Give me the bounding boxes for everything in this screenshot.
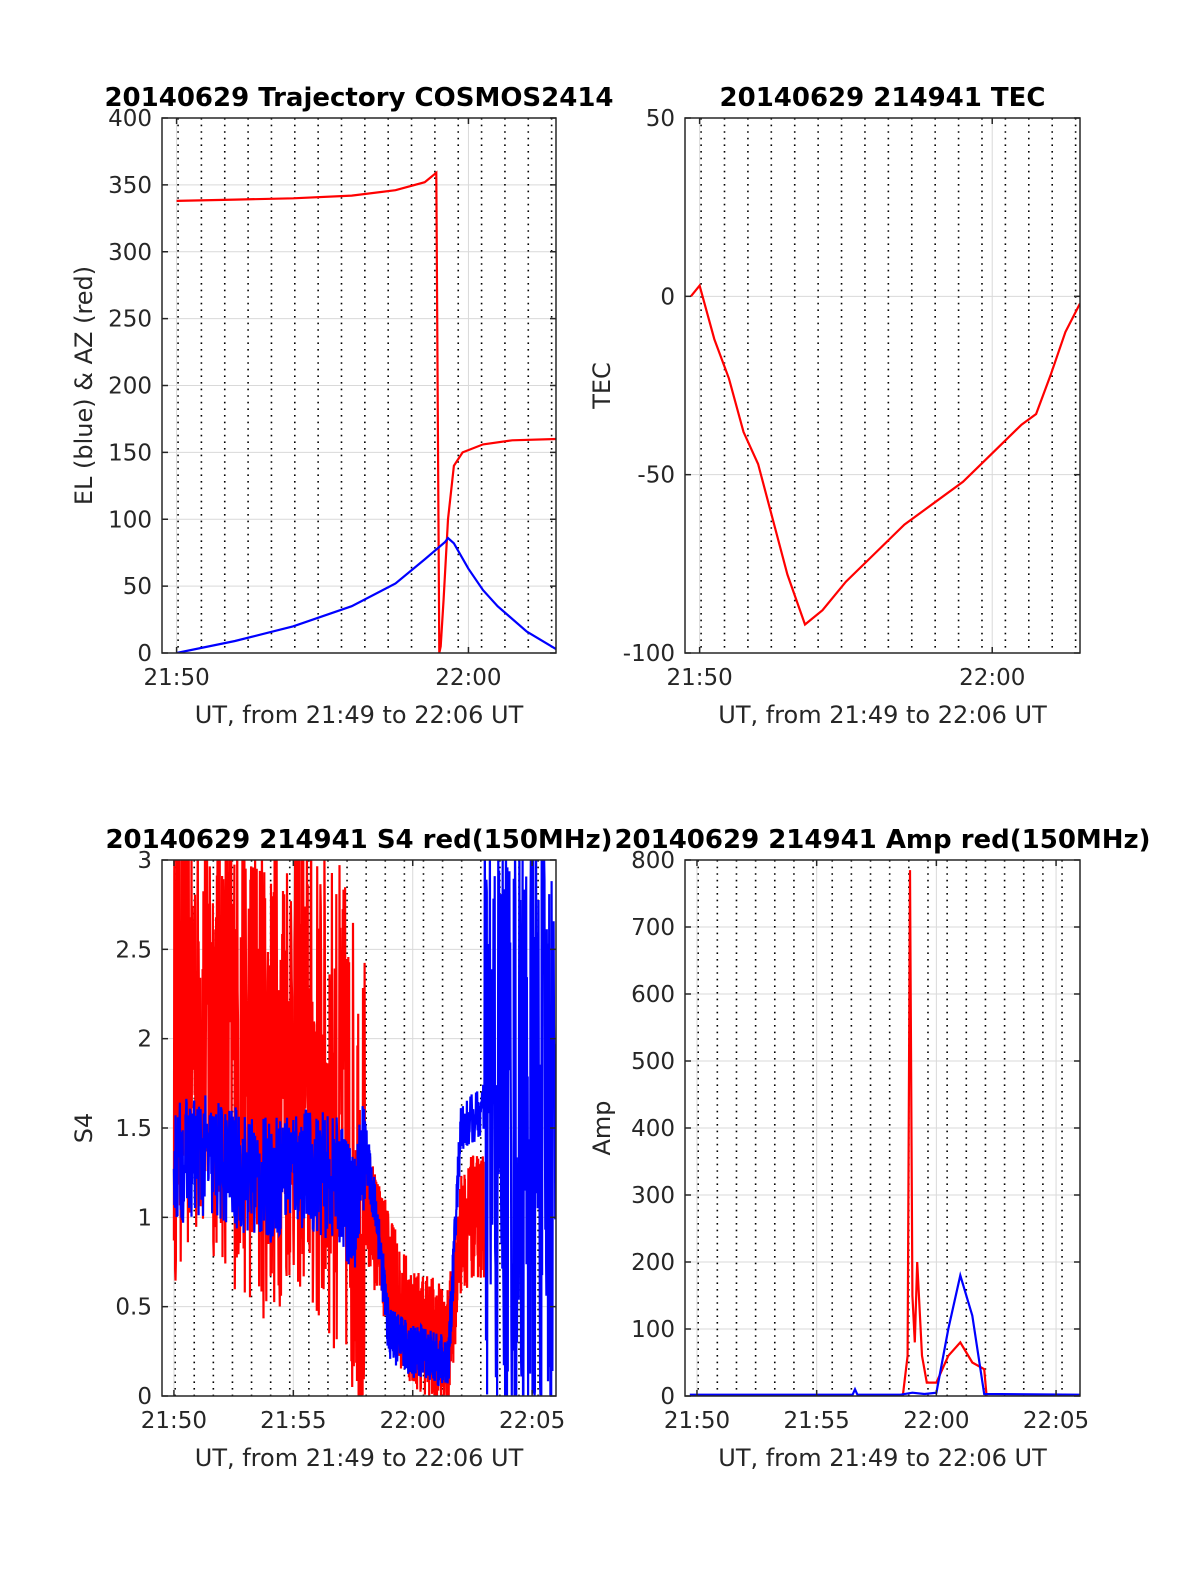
y-tick-label: 0 bbox=[137, 1384, 152, 1410]
x-tick-label: 21:50 bbox=[143, 665, 209, 691]
y-tick-label: 700 bbox=[631, 915, 675, 941]
y-tick-label: 800 bbox=[631, 848, 675, 874]
chart-title: 20140629 Trajectory COSMOS2414 bbox=[104, 83, 613, 113]
y-axis-label: EL (blue) & AZ (red) bbox=[70, 266, 98, 505]
y-tick-label: 0.5 bbox=[115, 1295, 152, 1321]
y-tick-label: 200 bbox=[108, 374, 152, 400]
x-tick-label: 21:55 bbox=[784, 1408, 850, 1434]
panel-2: 0 0.5 1 1.5 2 2.5 3 21:50 21:55 22:00 22:05 2014062… bbox=[70, 825, 613, 1472]
y-tick-label: 100 bbox=[631, 1317, 675, 1343]
x-tick-label: 22:05 bbox=[499, 1408, 565, 1434]
panel-0: 0 50 100 150 200 250 300 350 400 21:50 22:00 201406… bbox=[70, 83, 614, 729]
x-tick-label: 22:00 bbox=[435, 665, 501, 691]
chart-title: 20140629 214941 S4 red(150MHz) bbox=[105, 825, 612, 855]
y-tick-label: 400 bbox=[108, 106, 152, 132]
y-tick-label: 2 bbox=[137, 1027, 152, 1053]
x-tick-label: 21:50 bbox=[666, 665, 732, 691]
y-tick-label: 300 bbox=[631, 1183, 675, 1209]
series-line-red bbox=[690, 283, 1080, 627]
series-line-blue bbox=[176, 536, 556, 653]
y-tick-label: 1.5 bbox=[115, 1116, 152, 1142]
series-line-red bbox=[176, 170, 556, 653]
panel-3: 0 100 200 300 400 500 600 700 800 21:50 21:55 22:00… bbox=[588, 825, 1151, 1472]
y-axis-label: Amp bbox=[588, 1100, 616, 1155]
axes-box bbox=[684, 117, 1081, 654]
y-tick-label: 500 bbox=[631, 1049, 675, 1075]
panel-1: -100 -50 0 50 21:50 22:00 20140629 214941 TEC U… bbox=[588, 83, 1081, 729]
y-tick-label: 3 bbox=[137, 848, 152, 874]
y-tick-label: 150 bbox=[108, 440, 152, 466]
y-tick-label: 400 bbox=[631, 1116, 675, 1142]
series-line-blue bbox=[172, 860, 556, 1396]
y-tick-label: 0 bbox=[660, 284, 675, 310]
x-axis-label: UT, from 21:49 to 22:06 UT bbox=[195, 1444, 524, 1472]
y-tick-label: 100 bbox=[108, 507, 152, 533]
y-axis-label: S4 bbox=[70, 1113, 98, 1144]
y-tick-label: 300 bbox=[108, 240, 152, 266]
x-tick-label: 21:50 bbox=[141, 1408, 207, 1434]
x-axis-label: UT, from 21:49 to 22:06 UT bbox=[718, 1444, 1047, 1472]
x-tick-label: 22:05 bbox=[1023, 1408, 1089, 1434]
y-tick-label: 600 bbox=[631, 982, 675, 1008]
chart-title: 20140629 214941 Amp red(150MHz) bbox=[614, 825, 1150, 855]
y-tick-label: 0 bbox=[137, 641, 152, 667]
x-tick-label: 22:00 bbox=[903, 1408, 969, 1434]
chart-title: 20140629 214941 TEC bbox=[720, 83, 1046, 113]
y-tick-label: 350 bbox=[108, 173, 152, 199]
y-tick-label: 0 bbox=[660, 1384, 675, 1410]
y-axis-label: TEC bbox=[588, 362, 616, 410]
y-tick-label: 2.5 bbox=[115, 937, 152, 963]
y-tick-label: 200 bbox=[631, 1250, 675, 1276]
y-tick-label: 50 bbox=[646, 106, 675, 132]
series-line-red bbox=[901, 870, 988, 1396]
x-tick-label: 21:55 bbox=[260, 1408, 326, 1434]
x-tick-label: 22:00 bbox=[380, 1408, 446, 1434]
series-line-blue bbox=[689, 1271, 1080, 1396]
x-tick-label: 22:00 bbox=[959, 665, 1025, 691]
y-tick-label: -100 bbox=[623, 641, 675, 667]
y-tick-label: 50 bbox=[123, 574, 152, 600]
y-tick-label: -50 bbox=[637, 463, 675, 489]
x-axis-label: UT, from 21:49 to 22:06 UT bbox=[195, 701, 524, 729]
y-tick-label: 1 bbox=[137, 1205, 152, 1231]
x-tick-label: 21:50 bbox=[664, 1408, 730, 1434]
y-tick-label: 250 bbox=[108, 307, 152, 333]
x-axis-label: UT, from 21:49 to 22:06 UT bbox=[718, 701, 1047, 729]
